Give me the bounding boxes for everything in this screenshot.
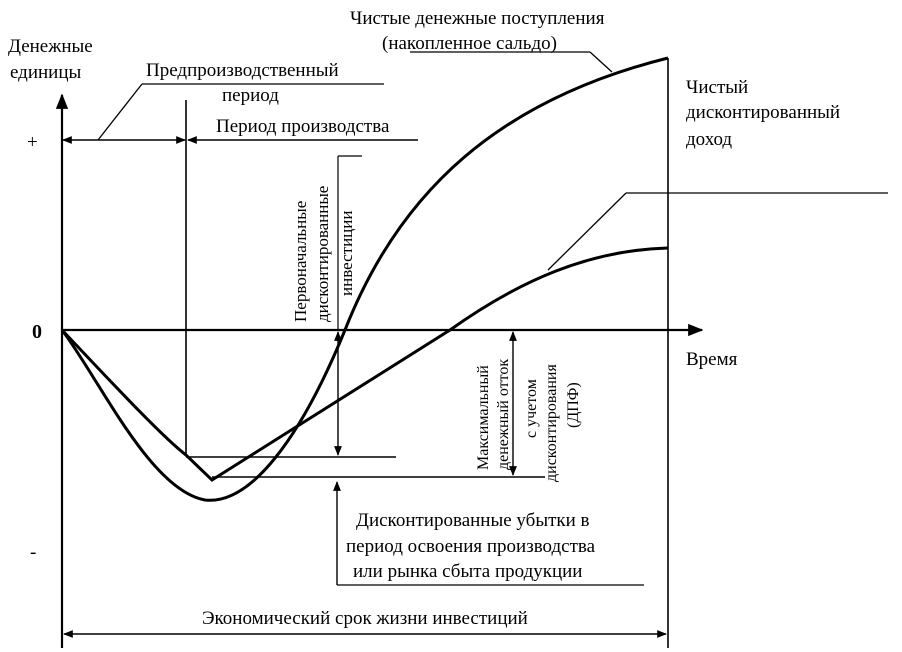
net-cash-label-line1: Чистые денежные поступления xyxy=(350,8,605,29)
prod-period-label: Период производства xyxy=(216,116,390,137)
life-label: Экономический срок жизни инвестиций xyxy=(202,608,528,629)
minus-sign: - xyxy=(30,542,36,563)
preprod-label-line1: Предпроизводственный xyxy=(146,60,339,81)
net-cash-leader xyxy=(589,51,613,73)
x-axis-label: Время xyxy=(686,349,738,370)
dpf-label: с учетом дисконтирования (ДПФ) xyxy=(523,364,582,482)
max-outflow-label-line1: Максимальный xyxy=(475,365,492,470)
npv-label-line1: Чистый xyxy=(686,77,748,98)
y-axis-label-line2: единицы xyxy=(10,62,82,83)
npv-leader xyxy=(547,192,627,271)
dpf-label-line1: с учетом xyxy=(523,379,540,438)
initial-inv-label-line1: Первоначальные xyxy=(291,201,310,322)
initial-inv-label: Первоначальные дисконтированные инвестиц… xyxy=(291,186,356,322)
npv-curve xyxy=(60,246,669,482)
zero-label: 0 xyxy=(32,321,42,343)
net-cash-curve xyxy=(60,56,669,502)
losses-label-line1: Дисконтированные убытки в xyxy=(356,510,590,531)
preprod-label-line2: период xyxy=(222,85,279,106)
npv-label-line2: дисконтированный xyxy=(686,102,840,123)
max-outflow-label-line2: денежный отток xyxy=(495,359,512,470)
plus-sign: + xyxy=(27,132,38,153)
losses-label-line3: или рынка сбыта продукции xyxy=(353,561,582,582)
y-axis-label-line1: Денежные xyxy=(8,36,93,57)
dpf-label-line2: дисконтирования xyxy=(543,364,560,482)
preprod-leader xyxy=(97,83,143,141)
max-outflow-label: Максимальный денежный отток xyxy=(475,359,512,470)
losses-label-line2: период освоения производства xyxy=(346,536,596,557)
dpf-label-line3: (ДПФ) xyxy=(565,382,582,428)
initial-inv-label-line2: дисконтированные xyxy=(313,186,332,322)
initial-inv-label-line3: инвестиции xyxy=(337,211,356,296)
net-cash-label-line2: (накопленное сальдо) xyxy=(382,33,557,54)
npv-label-line3: доход xyxy=(686,129,732,150)
